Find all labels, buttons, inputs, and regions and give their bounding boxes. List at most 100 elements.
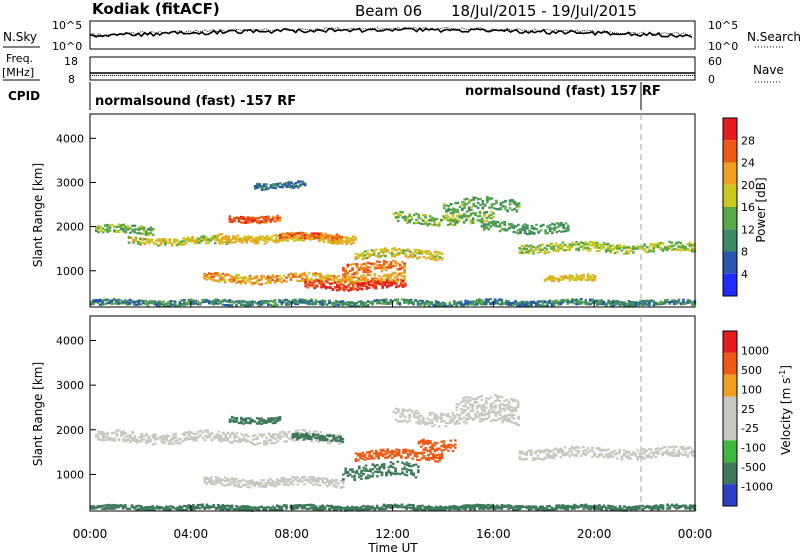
power-cell (110, 300, 113, 303)
power-cell (251, 301, 254, 304)
power-cell (478, 219, 482, 222)
velocity-cell (407, 465, 411, 468)
power-cell (342, 273, 345, 276)
power-cell (301, 183, 305, 186)
power-cell (426, 224, 430, 227)
power-cell (609, 300, 613, 303)
power-cell (656, 245, 660, 248)
velocity-cell (376, 468, 379, 471)
power-cell (226, 273, 229, 276)
velocity-cell (427, 458, 430, 461)
power-cell (273, 304, 277, 307)
power-cell (489, 225, 493, 228)
power-cell (486, 199, 489, 202)
velocity-cell (260, 482, 263, 485)
velocity-cell (167, 435, 171, 438)
power-cell (397, 252, 401, 255)
velocity-cell (233, 420, 236, 423)
power-cell (403, 216, 407, 219)
power-cell (564, 276, 567, 279)
power-cell (322, 238, 326, 241)
power-cell (529, 244, 533, 247)
power-cell (260, 276, 263, 279)
power-cell (391, 247, 394, 250)
power-cell (314, 274, 318, 277)
power-cell (153, 301, 157, 304)
power-cell (334, 241, 337, 244)
velocity-cell (244, 438, 248, 441)
power-cell (401, 211, 405, 214)
velocity-cell (183, 434, 187, 437)
power-cell (485, 211, 489, 214)
power-cell (647, 250, 651, 253)
power-cell (373, 276, 377, 279)
power-cell (449, 221, 452, 224)
power-cell (282, 301, 286, 304)
power-cell (99, 298, 102, 301)
velocity-cell (174, 432, 177, 435)
power-cell (378, 299, 381, 302)
power-cell (519, 231, 522, 235)
power-cell (186, 240, 190, 243)
power-cell (230, 219, 234, 222)
power-cell (652, 243, 655, 246)
power-cell (285, 302, 288, 305)
power-cell (552, 276, 556, 279)
power-cell (214, 242, 217, 245)
velocity-cell (271, 484, 275, 487)
power-cell (242, 303, 245, 306)
power-cell (400, 272, 404, 275)
velocity-cell (314, 436, 317, 439)
power-cell (295, 233, 298, 236)
power-cell (467, 206, 471, 209)
velocity-cell (401, 414, 405, 417)
power-cell (246, 216, 250, 219)
velocity-cell (271, 419, 275, 422)
velocity-cell (97, 433, 100, 436)
power-cell (171, 303, 175, 306)
power-cell (478, 211, 482, 214)
power-cell (113, 230, 116, 233)
velocity-cell (131, 437, 134, 440)
power-cell (663, 248, 667, 251)
power-cell (575, 274, 579, 278)
power-cell (353, 305, 356, 308)
power-cell (523, 248, 526, 251)
power-cell (290, 181, 293, 184)
power-cell (496, 299, 499, 302)
power-cell (145, 231, 148, 234)
power-cell (506, 210, 509, 213)
power-cell (453, 300, 456, 303)
power-cell (529, 250, 533, 253)
velocity-cell (163, 437, 166, 440)
power-cell (155, 243, 158, 246)
velocity-cell (228, 483, 231, 486)
power-cell (252, 241, 255, 244)
power-cell (459, 300, 463, 303)
power-cell (348, 280, 352, 283)
velocity-cell (466, 401, 470, 404)
power-cell (479, 204, 482, 207)
velocity-cell (183, 431, 187, 434)
nave-tick-bottom: 0 (708, 73, 715, 86)
velocity-cell (412, 413, 416, 417)
power-cell (150, 240, 154, 243)
power-cell (239, 303, 243, 306)
power-cell (336, 289, 339, 292)
power-cell (262, 188, 266, 191)
power-cell (342, 286, 346, 289)
nsearch-label: N.Search (747, 30, 800, 44)
power-cell (467, 201, 471, 204)
power-cell (251, 282, 254, 285)
power-cell (131, 229, 134, 232)
power-cell (472, 196, 475, 199)
power-cell (503, 229, 506, 232)
power-cell (430, 302, 433, 305)
power-cell (352, 239, 355, 242)
power-cell (539, 229, 543, 232)
power-cell (333, 234, 337, 237)
power-cell (354, 257, 358, 260)
power-cell (561, 275, 565, 278)
velocity-cell (138, 436, 141, 439)
power-cell (366, 304, 370, 307)
